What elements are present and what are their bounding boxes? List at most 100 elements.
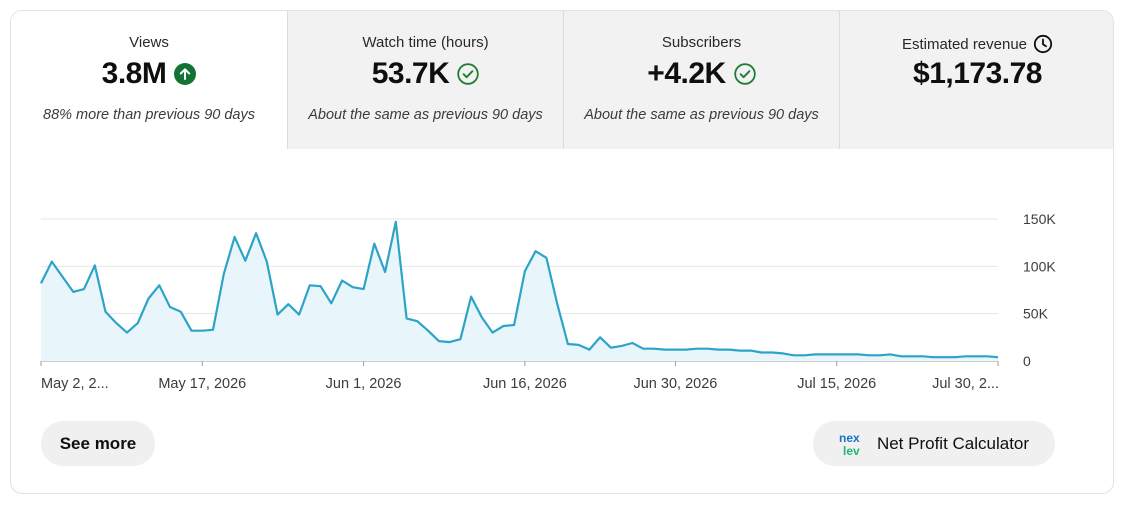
data-point bbox=[836, 353, 838, 355]
check-circle-icon bbox=[733, 63, 756, 85]
data-point bbox=[524, 270, 526, 272]
tab-subscribers[interactable]: Subscribers +4.2K About the same as prev… bbox=[563, 11, 839, 149]
tab-comparison: About the same as previous 90 days bbox=[584, 107, 819, 123]
x-tick-label: May 2, 2... bbox=[41, 376, 109, 392]
tab-title-row: Estimated revenue bbox=[840, 34, 1113, 54]
data-point bbox=[739, 350, 741, 352]
data-point bbox=[309, 284, 311, 286]
tab-title: Views bbox=[129, 34, 169, 51]
tab-views[interactable]: Views 3.8M 88% more than previous 90 day… bbox=[11, 11, 287, 149]
data-point bbox=[922, 355, 924, 357]
chart-svg: 0 50K 100K 150K May 2, 2... May 17, 2026 Jun 1… bbox=[40, 211, 1056, 392]
data-point bbox=[180, 311, 182, 313]
data-point bbox=[298, 314, 300, 316]
data-point bbox=[395, 221, 397, 223]
metric-tabs: Views 3.8M 88% more than previous 90 day… bbox=[11, 11, 1113, 149]
data-point bbox=[782, 352, 784, 354]
data-point bbox=[83, 288, 85, 290]
data-point bbox=[911, 355, 913, 357]
data-point bbox=[330, 302, 332, 304]
data-point bbox=[771, 352, 773, 354]
clock-icon[interactable] bbox=[1033, 34, 1053, 54]
tab-watch-time[interactable]: Watch time (hours) 53.7K About the same … bbox=[287, 11, 563, 149]
data-point bbox=[137, 322, 139, 324]
data-point bbox=[664, 349, 666, 351]
watch-time-value: 53.7K bbox=[371, 57, 450, 90]
data-point bbox=[352, 286, 354, 288]
data-point bbox=[599, 336, 601, 338]
data-point bbox=[62, 276, 64, 278]
x-tick-label: Jun 1, 2026 bbox=[326, 376, 402, 392]
nexlev-logo-icon: nex lev bbox=[839, 431, 867, 458]
arrow-up-circle-icon bbox=[174, 63, 197, 85]
data-point bbox=[760, 352, 762, 354]
see-more-button[interactable]: See more bbox=[41, 421, 155, 466]
data-point bbox=[384, 271, 386, 273]
data-point bbox=[857, 353, 859, 355]
revenue-value: $1,173.78 bbox=[913, 57, 1042, 90]
views-chart[interactable]: 0 50K 100K 150K May 2, 2... May 17, 2026 Jun 1… bbox=[11, 149, 1113, 399]
data-point bbox=[373, 243, 375, 245]
data-point bbox=[803, 354, 805, 356]
y-tick-label: 0 bbox=[1023, 353, 1031, 369]
data-point bbox=[825, 353, 827, 355]
data-point bbox=[986, 355, 988, 357]
y-tick-label: 150K bbox=[1023, 211, 1056, 227]
tab-comparison: 88% more than previous 90 days bbox=[43, 107, 255, 123]
data-point bbox=[277, 314, 279, 316]
data-point bbox=[416, 320, 418, 322]
data-point bbox=[148, 298, 150, 300]
data-point bbox=[900, 355, 902, 357]
tab-revenue[interactable]: Estimated revenue $1,173.78 bbox=[839, 11, 1113, 149]
data-point bbox=[707, 348, 709, 350]
data-point bbox=[847, 353, 849, 355]
data-point bbox=[255, 232, 257, 234]
data-point bbox=[976, 355, 978, 357]
tab-value-row: $1,173.78 bbox=[840, 57, 1113, 91]
net-profit-calculator-button[interactable]: nex lev Net Profit Calculator bbox=[813, 421, 1055, 466]
data-point bbox=[40, 282, 42, 284]
data-point bbox=[965, 355, 967, 357]
data-point bbox=[115, 322, 117, 324]
data-point bbox=[341, 280, 343, 282]
tab-title: Subscribers bbox=[661, 34, 742, 51]
x-tick-label: May 17, 2026 bbox=[158, 376, 246, 392]
data-point bbox=[696, 348, 698, 350]
series-area bbox=[41, 221, 998, 361]
data-point bbox=[169, 306, 171, 308]
x-tick-label: Jul 15, 2026 bbox=[797, 376, 876, 392]
x-tick-label: Jun 30, 2026 bbox=[633, 376, 717, 392]
tab-comparison: About the same as previous 90 days bbox=[308, 107, 543, 123]
tab-value-row: 53.7K bbox=[288, 57, 563, 91]
y-tick-label: 50K bbox=[1023, 306, 1049, 322]
data-point bbox=[105, 311, 107, 313]
data-point bbox=[438, 340, 440, 342]
data-point bbox=[72, 291, 74, 293]
data-point bbox=[868, 354, 870, 356]
data-point bbox=[481, 317, 483, 319]
data-point bbox=[793, 354, 795, 356]
data-point bbox=[470, 296, 472, 298]
analytics-card: Views 3.8M 88% more than previous 90 day… bbox=[10, 10, 1114, 494]
data-point bbox=[631, 342, 633, 344]
data-point bbox=[94, 264, 96, 266]
data-point bbox=[492, 332, 494, 334]
data-point bbox=[459, 338, 461, 340]
tab-value-row: +4.2K bbox=[564, 57, 839, 91]
data-point bbox=[685, 349, 687, 351]
data-point bbox=[954, 356, 956, 358]
data-point bbox=[266, 261, 268, 263]
tab-title: Watch time (hours) bbox=[362, 34, 489, 51]
data-point bbox=[717, 349, 719, 351]
data-point bbox=[890, 353, 892, 355]
data-point bbox=[653, 348, 655, 350]
data-point bbox=[513, 324, 515, 326]
svg-text:nex: nex bbox=[839, 431, 860, 445]
data-point bbox=[578, 344, 580, 346]
data-point bbox=[556, 302, 558, 304]
x-tick-label: Jun 16, 2026 bbox=[483, 376, 567, 392]
data-point bbox=[363, 288, 365, 290]
tab-title: Estimated revenue bbox=[901, 35, 1028, 53]
views-value: 3.8M bbox=[101, 57, 167, 90]
y-tick-label: 100K bbox=[1023, 258, 1056, 274]
